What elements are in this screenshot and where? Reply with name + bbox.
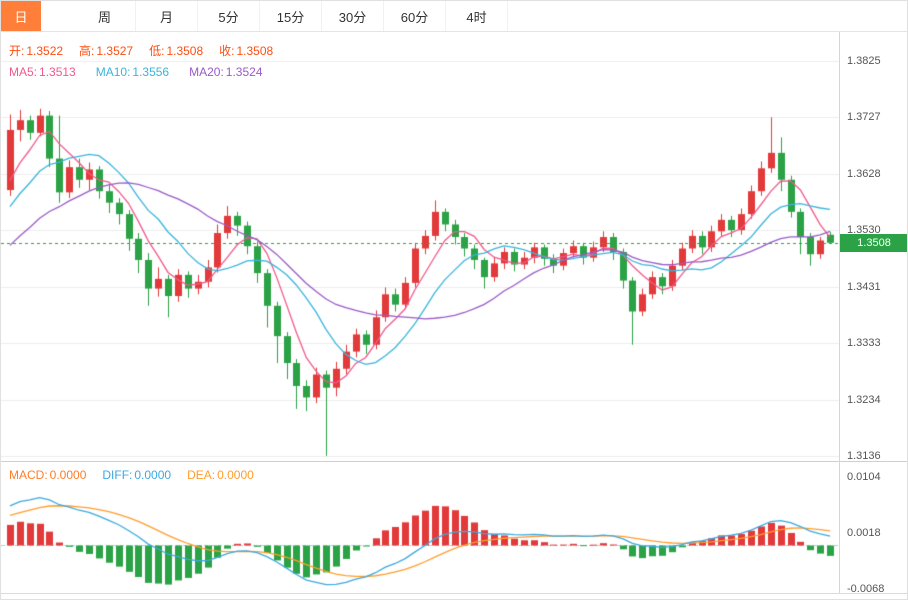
- axis-label: 1.3234: [847, 393, 881, 406]
- tab-60min[interactable]: 60分: [384, 1, 446, 31]
- axis-label: 1.3136: [847, 449, 881, 462]
- macd-axis-label: 0.0104: [847, 471, 881, 483]
- chart-bottom-border: [1, 593, 907, 594]
- axis-label: 1.3431: [847, 280, 881, 293]
- axis-label: 1.3530: [847, 224, 881, 237]
- current-price-badge: 1.3508: [840, 233, 907, 252]
- ma-row: MA5: 1.3513 MA10: 1.3556 MA20: 1.3524: [9, 65, 265, 79]
- ohlc-open: 开: 1.3522: [9, 44, 64, 58]
- ma20-readout: MA20: 1.3524: [189, 65, 263, 79]
- ohlc-high: 高: 1.3527: [79, 44, 134, 58]
- price-axis: 1.3825 1.3727 1.3628 1.3530 1.3431 1.333…: [839, 32, 907, 595]
- axis-label: 1.3825: [847, 55, 881, 68]
- diff-readout: DIFF: 0.0000: [102, 468, 172, 482]
- tab-4hour[interactable]: 4时: [446, 1, 508, 31]
- macd-readout: MACD: 0.0000: [9, 468, 87, 482]
- period-tabbar: 日 周 月 5分 15分 30分 60分 4时: [1, 1, 907, 32]
- ohlc-low: 低: 1.3508: [149, 44, 204, 58]
- macd-axis-label: 0.0018: [847, 527, 881, 539]
- axis-label: 1.3333: [847, 337, 881, 349]
- tab-month[interactable]: 月: [136, 1, 198, 31]
- tab-15min[interactable]: 15分: [260, 1, 322, 31]
- kline-macd-canvas[interactable]: [1, 32, 839, 599]
- tab-day[interactable]: 日: [1, 1, 41, 31]
- chart-region: 开: 1.3522 高: 1.3527 低: 1.3508 收: 1.3508 MA5:…: [1, 32, 907, 599]
- dea-readout: DEA: 0.0000: [187, 468, 254, 482]
- axis-label: 1.3628: [847, 168, 881, 181]
- tab-week[interactable]: 周: [74, 1, 136, 31]
- ma5-readout: MA5: 1.3513: [9, 65, 76, 79]
- tab-30min[interactable]: 30分: [322, 1, 384, 31]
- chart-divider: [1, 461, 907, 462]
- macd-axis-label: -0.0068: [847, 583, 885, 595]
- ohlc-row: 开: 1.3522 高: 1.3527 低: 1.3508 收: 1.3508: [9, 42, 275, 59]
- ma10-readout: MA10: 1.3556: [95, 65, 170, 79]
- ohlc-close: 收: 1.3508: [219, 44, 274, 58]
- tab-5min[interactable]: 5分: [198, 1, 260, 31]
- macd-header-row: MACD: 0.0000 DIFF: 0.0000 DEA: 0.0000: [9, 468, 256, 482]
- axis-label: 1.3727: [847, 111, 881, 124]
